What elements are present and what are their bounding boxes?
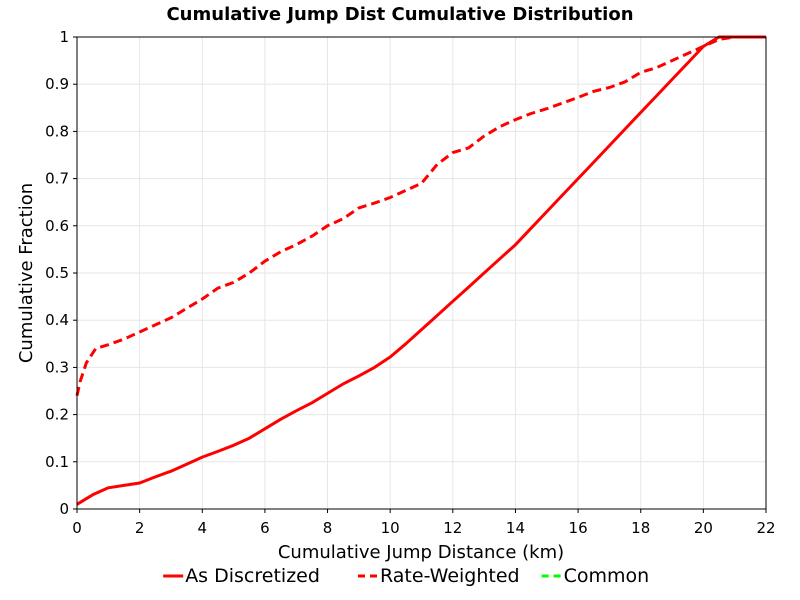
x-tick-label: 16 <box>569 519 588 537</box>
legend-label: As Discretized <box>185 565 320 587</box>
x-tick-label: 22 <box>756 519 775 537</box>
x-tick-label: 6 <box>260 519 270 537</box>
y-tick-label: 0.9 <box>45 75 69 93</box>
y-tick-label: 1 <box>59 28 69 46</box>
chart-title: Cumulative Jump Dist Cumulative Distribu… <box>166 4 633 25</box>
x-tick-label: 0 <box>72 519 82 537</box>
legend: As Discretized Rate-Weighted Common <box>163 565 649 587</box>
y-tick-label: 0.2 <box>45 406 69 424</box>
x-tick-label: 18 <box>631 519 650 537</box>
y-tick-label: 0.4 <box>45 311 69 329</box>
y-axis-label: Cumulative Fraction <box>16 183 37 363</box>
legend-label: Common <box>564 565 650 587</box>
y-tick-label: 0.5 <box>45 264 69 282</box>
y-tick-label: 0.8 <box>45 122 69 140</box>
series-line-as-discretized <box>76 35 766 506</box>
series-layer <box>75 35 766 506</box>
y-axis-ticks: 0 0.1 0.2 0.3 0.4 0.5 0.6 0.7 0.8 0.9 1 <box>45 28 77 518</box>
y-tick-label: 0.6 <box>45 217 69 235</box>
x-tick-label: 14 <box>506 519 525 537</box>
y-tick-label: 0 <box>59 500 69 518</box>
x-tick-label: 2 <box>135 519 145 537</box>
y-tick-label: 0.7 <box>45 170 69 188</box>
x-tick-label: 20 <box>694 519 713 537</box>
x-tick-label: 10 <box>381 519 400 537</box>
x-tick-label: 12 <box>443 519 462 537</box>
x-axis-label: Cumulative Jump Distance (km) <box>278 542 564 563</box>
grid <box>76 36 767 510</box>
legend-label: Rate-Weighted <box>380 565 520 587</box>
series-line-rate-weighted <box>75 35 766 397</box>
y-tick-label: 0.3 <box>45 358 69 376</box>
x-axis-ticks: 0 2 4 6 8 10 12 14 16 18 20 22 <box>72 509 776 537</box>
x-tick-label: 4 <box>197 519 207 537</box>
x-tick-label: 8 <box>323 519 333 537</box>
y-tick-label: 0.1 <box>45 453 69 471</box>
